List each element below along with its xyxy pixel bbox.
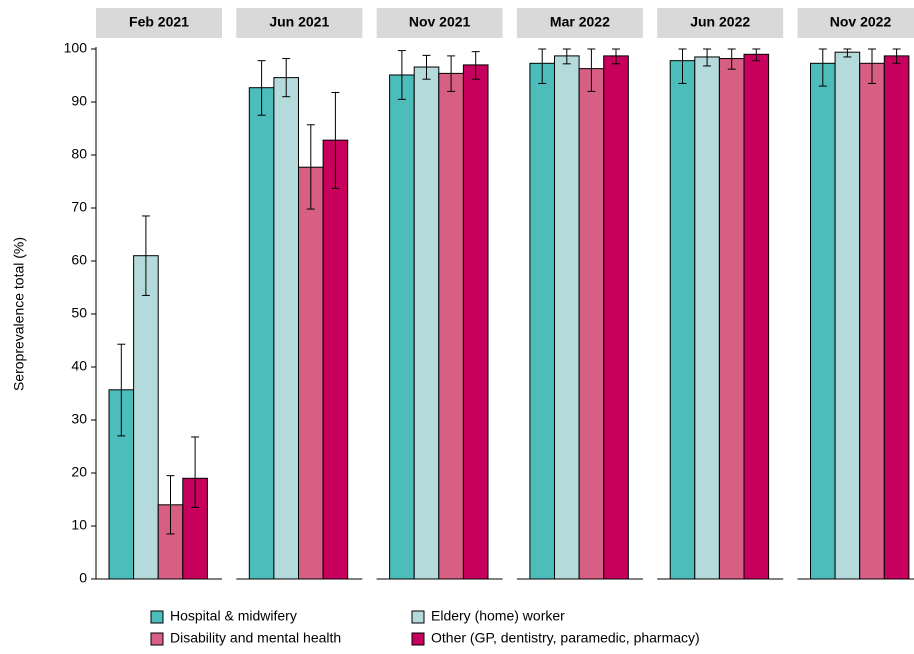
- bar: [578, 68, 605, 580]
- y-tick-label: 30: [71, 411, 87, 427]
- y-tick-label: 60: [71, 252, 87, 268]
- facet-strip: [797, 8, 914, 38]
- y-tick-label: 70: [71, 199, 87, 215]
- bar: [529, 62, 556, 580]
- bar: [554, 55, 580, 580]
- facet-label: Jun 2022: [690, 14, 750, 30]
- legend-label: Eldery (home) worker: [431, 608, 565, 624]
- facet-strip: [516, 8, 643, 38]
- y-tick-label: 40: [71, 358, 87, 374]
- legend-label: Disability and mental health: [170, 630, 341, 646]
- bar: [298, 166, 324, 580]
- bar: [389, 74, 415, 580]
- facet-strip: [96, 8, 222, 38]
- facet-strip: [657, 8, 784, 38]
- bar: [248, 87, 275, 580]
- y-tick-label: 80: [71, 146, 87, 162]
- facet-strip: [236, 8, 363, 38]
- y-tick-label: 10: [71, 517, 87, 533]
- legend-label: Hospital & midwifery: [170, 608, 297, 624]
- facet-label: Jun 2021: [269, 14, 329, 30]
- bar: [273, 77, 299, 580]
- y-tick-label: 90: [71, 93, 87, 109]
- bar: [133, 255, 159, 580]
- bar: [718, 58, 745, 580]
- legend-swatch: [411, 632, 425, 646]
- bar: [108, 389, 135, 580]
- legend-swatch: [411, 610, 425, 624]
- y-tick-label: 20: [71, 464, 87, 480]
- bar: [322, 139, 349, 580]
- legend-swatch: [150, 610, 164, 624]
- facet-strip: [376, 8, 503, 38]
- facet-label: Feb 2021: [129, 14, 189, 30]
- y-axis-label: Seroprevalence total (%): [11, 237, 27, 391]
- facet-label: Mar 2022: [550, 14, 610, 30]
- bar: [834, 51, 861, 580]
- facet-label: Nov 2022: [830, 14, 892, 30]
- y-tick-label: 50: [71, 305, 87, 321]
- bar: [810, 62, 836, 580]
- bar: [438, 72, 464, 580]
- bar: [462, 64, 489, 580]
- bar: [603, 55, 629, 580]
- bar: [694, 56, 720, 580]
- y-tick-label: 100: [64, 40, 88, 56]
- bar: [669, 60, 696, 580]
- facet-label: Nov 2021: [409, 14, 471, 30]
- legend-label: Other (GP, dentistry, paramedic, pharmac…: [431, 630, 700, 646]
- bar: [413, 66, 440, 580]
- bar: [883, 55, 910, 580]
- legend-swatch: [150, 632, 164, 646]
- y-tick-label: 0: [79, 570, 87, 586]
- bar: [859, 62, 885, 580]
- bar: [743, 53, 770, 580]
